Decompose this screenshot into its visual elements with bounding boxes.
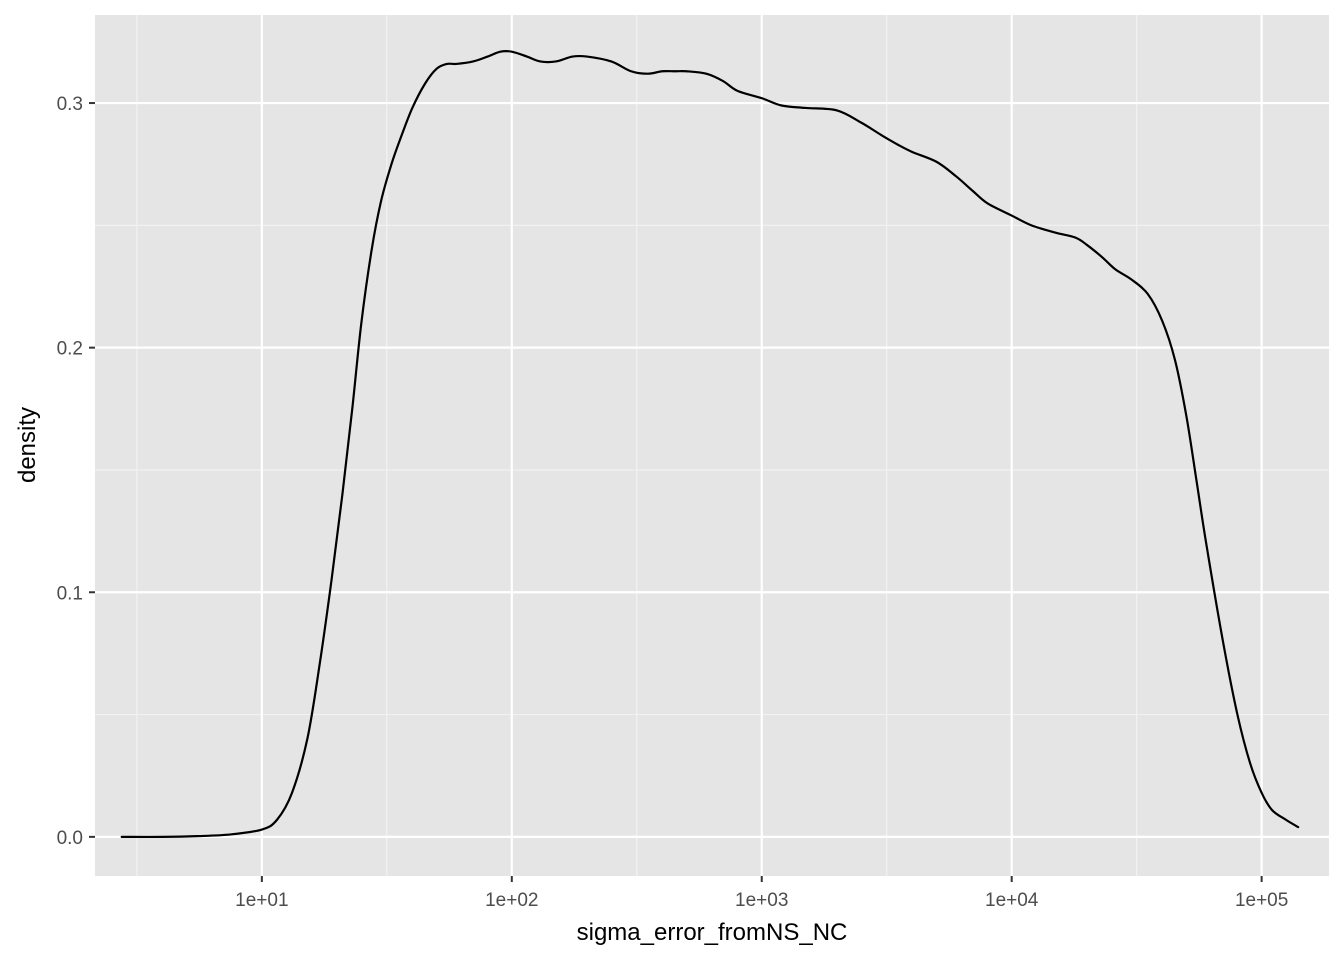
y-tick-label: 0.0	[57, 828, 83, 849]
x-tick-label: 1e+03	[735, 890, 788, 911]
y-tick-label: 0.2	[57, 339, 83, 360]
y-axis-title: density	[14, 407, 41, 483]
plot-panel	[95, 15, 1329, 876]
y-tick-label: 0.3	[57, 94, 83, 115]
density-line	[120, 49, 1300, 839]
grid-major	[95, 15, 1329, 876]
x-tick-label: 1e+04	[985, 890, 1039, 911]
x-tick-label: 1e+05	[1235, 890, 1288, 911]
grid-minor	[95, 15, 1329, 876]
x-tick-label: 1e+01	[235, 890, 288, 911]
x-axis: 1e+01 1e+02 1e+03 1e+04 1e+05	[235, 876, 1288, 911]
x-tick-label: 1e+02	[485, 890, 538, 911]
x-axis-title: sigma_error_fromNS_NC	[577, 919, 848, 946]
y-tick-label: 0.1	[57, 583, 83, 604]
y-axis: 0.0 0.1 0.2 0.3	[57, 94, 95, 849]
